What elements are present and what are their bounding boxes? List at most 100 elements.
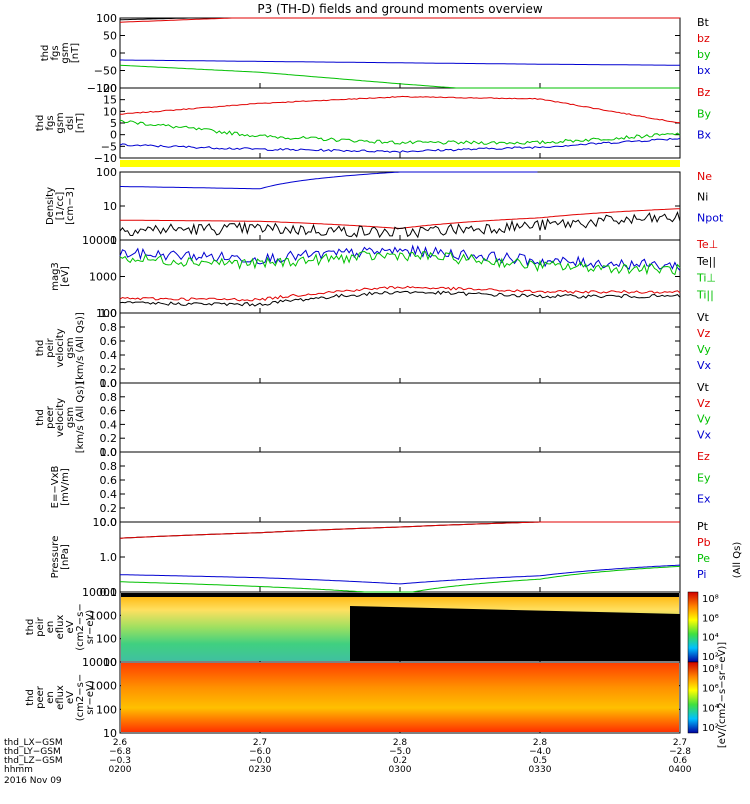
ytick-label: 0.4 <box>100 349 118 362</box>
ylabel: thd peir en eflux eV (cm2−s− sr−eV) <box>25 603 96 650</box>
ylabel-line: gsm <box>65 407 76 428</box>
panel-frame <box>119 451 681 523</box>
legend-Vt: Vt <box>697 311 710 324</box>
ytick-label: 100 <box>96 12 117 25</box>
series-Pb <box>119 521 680 539</box>
ytick-label: 100 <box>96 633 117 646</box>
ylabel-line: [km/s (All Qs)] <box>75 382 86 454</box>
ytick-label: 10000 <box>82 656 117 669</box>
ylabel: E=−VxB [mV/m] <box>50 466 71 509</box>
legend-Pe: Pe <box>697 552 710 565</box>
ytick-label: 20 <box>103 82 117 95</box>
xaxis-value: 0230 <box>249 765 272 775</box>
xaxis-value: −2.8 <box>669 747 691 757</box>
legend-By: By <box>697 107 712 120</box>
ytick-label: −5 <box>101 140 117 153</box>
ytick-label: 10 <box>103 200 117 213</box>
ylabel-line: [cm−3] <box>65 187 76 225</box>
ytick-label: 10 <box>103 105 117 118</box>
ylabel-line: [nT] <box>75 113 86 133</box>
series-bx <box>120 59 681 66</box>
panel-pressure: 10.0 1.0 0.1 Pressure [nPa] Pt Pb Pe Pi <box>50 516 711 599</box>
legend-Vx: Vx <box>697 359 712 372</box>
ytick-label: 0 <box>110 129 117 142</box>
ytick-label: −50 <box>94 65 117 78</box>
ytick-label: 0.4 <box>100 418 118 431</box>
colorbar-tick: 10⁸ <box>702 664 719 675</box>
legend-Vy: Vy <box>697 343 711 356</box>
ytick-label: 1.0 <box>100 307 118 320</box>
legend-Pt: Pt <box>697 520 709 533</box>
series-Ni <box>119 210 681 239</box>
ytick-label: 0.6 <box>100 474 118 487</box>
ylabel-line: Pressure <box>50 536 61 579</box>
ytick-label: 10.0 <box>93 516 118 529</box>
legend-Te||: Te|| <box>696 255 716 268</box>
ytick-label: −100 <box>87 82 117 95</box>
ylabel-line: peer <box>45 405 56 429</box>
legend-Pb: Pb <box>697 536 711 549</box>
ylabel-line: mag3 <box>50 262 61 291</box>
ylabel-line: eV <box>65 620 76 633</box>
xaxis-value: 2.6 <box>113 738 128 748</box>
series-Bz <box>120 95 680 124</box>
ylabel: thd peer en eflux eV (cm2−s− sr−eV) <box>25 674 96 721</box>
ylabel-line: (cm2−s− <box>75 603 86 650</box>
ytick-label: 0.0 <box>100 446 118 459</box>
xaxis-value: −6.0 <box>249 747 271 757</box>
ylabel-line: gsm <box>65 337 76 358</box>
ylabel-line: velocity <box>55 328 66 367</box>
ylabel-line: [mV/m] <box>60 468 71 506</box>
series-Bx <box>119 137 681 154</box>
panel-frame <box>119 312 681 384</box>
colorbar-tick: 10⁸ <box>702 594 719 605</box>
legend-Vz: Vz <box>697 327 711 340</box>
panel-frame <box>119 239 681 314</box>
xaxis-value: 0300 <box>389 765 412 775</box>
legend-Bt: Bt <box>697 16 710 29</box>
ytick-label: 10000 <box>82 586 117 599</box>
colorbar-tick: 10² <box>702 723 719 734</box>
ytick-label: 50 <box>103 30 117 43</box>
ytick-label: 1000 <box>89 609 117 622</box>
panel-frame <box>119 17 681 89</box>
ylabel: thd peer velocity gsm [km/s (All Qs)] <box>35 382 86 454</box>
colorbar-tick: 10⁴ <box>702 703 719 714</box>
ytick-label: 0.6 <box>100 335 118 348</box>
ytick-label: 1.0 <box>100 446 118 459</box>
xaxis-value: 0.6 <box>673 756 688 766</box>
xaxis-value: −6.8 <box>109 747 131 757</box>
ytick-label: 1.0 <box>100 377 118 390</box>
panel-peer-spec: 10000 1000 100 10 thd peer en eflux eV (cm2−s− sr−… <box>25 656 681 740</box>
xaxis-value: 0330 <box>529 765 552 775</box>
ytick-label: 0.0 <box>100 377 118 390</box>
xaxis-value: 0200 <box>109 765 132 775</box>
panel-density: 100 10 1 Density [1/cc] [cm−3] Ne Ni Npot <box>45 166 724 247</box>
ylabel: thd fgs gsm [nT] <box>40 42 81 63</box>
ytick-label: 0.8 <box>100 321 118 334</box>
chart-title: P3 (TH-D) fields and ground moments over… <box>257 2 542 16</box>
ylabel: thd fgs gsm dsl [nT] <box>35 112 86 133</box>
series-Ti|| <box>119 250 681 276</box>
ytick-label: 10 <box>103 727 117 740</box>
ylabel-line: thd <box>25 619 36 636</box>
ylabel-line: [nT] <box>70 43 81 63</box>
colorbar-label: [eV/(cm2−s−sr−eV)] <box>717 642 728 748</box>
series-Te|| <box>119 290 681 307</box>
xaxis-value: 0.2 <box>393 756 407 766</box>
ylabel-line: thd <box>35 340 46 357</box>
ytick-label: 10000 <box>82 234 117 247</box>
ytick-label: 1.0 <box>100 551 118 564</box>
series-by <box>119 64 680 89</box>
panel-frame <box>119 382 681 453</box>
ylabel-line: eV <box>65 691 76 704</box>
xaxis-value: −5.0 <box>389 747 411 757</box>
ytick-label: 5 <box>110 117 117 130</box>
ylabel-line: thd <box>25 689 36 706</box>
xaxis-row-name: thd_LY−GSM <box>4 747 61 757</box>
legend-Te⊥: Te⊥ <box>696 238 718 251</box>
xaxis-value: 2.8 <box>533 738 548 748</box>
peir-spectrogram-gap <box>350 606 680 661</box>
legend-Pi: Pi <box>697 568 706 581</box>
ytick-label: 15 <box>103 94 117 107</box>
